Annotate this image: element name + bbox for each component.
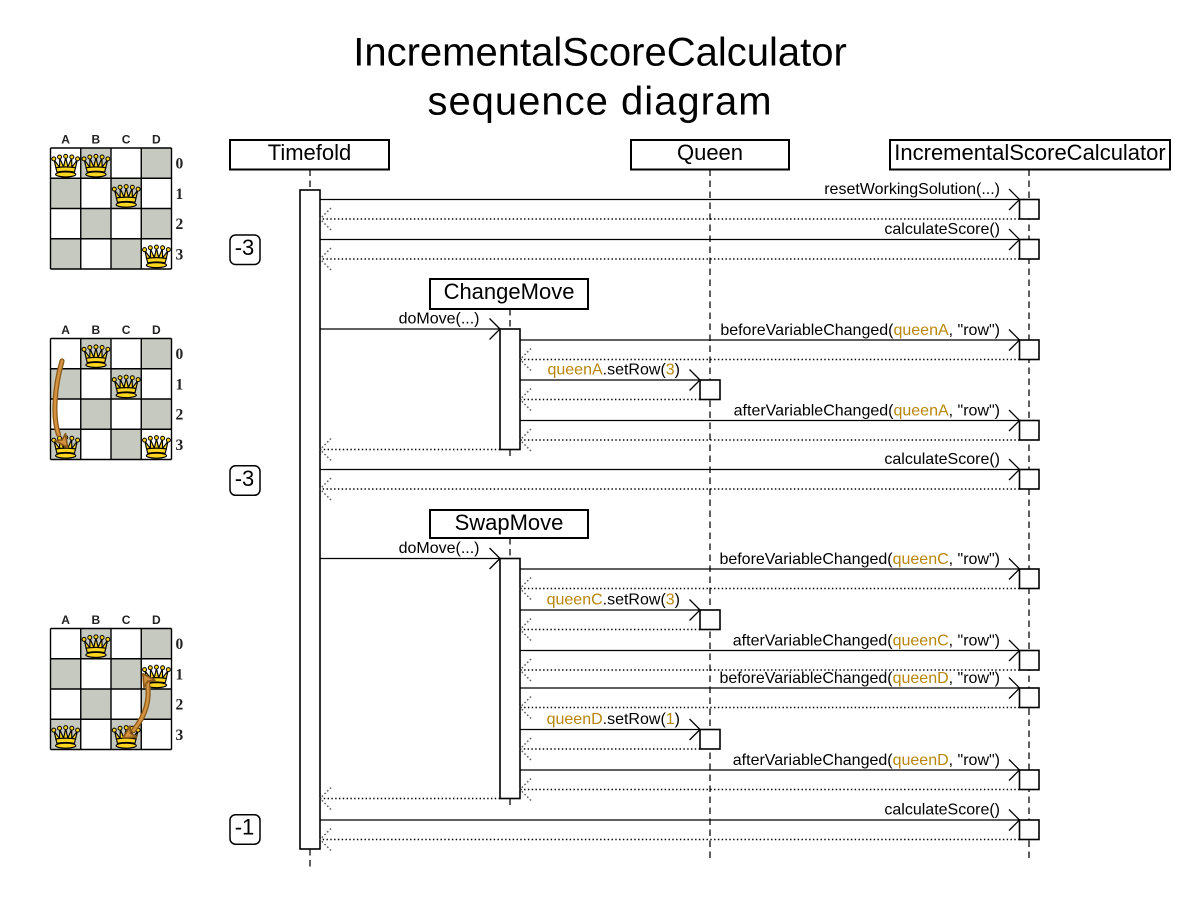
svg-text:resetWorkingSolution(...): resetWorkingSolution(...): [824, 181, 1000, 198]
svg-text:1: 1: [176, 376, 184, 393]
svg-text:D: D: [152, 133, 161, 147]
svg-text:afterVariableChanged(queenD, ": afterVariableChanged(queenD, "row"): [733, 752, 1000, 769]
svg-text:beforeVariableChanged(queenA,: beforeVariableChanged(queenA, "row"): [720, 322, 1000, 339]
svg-text:calculateScore(): calculateScore(): [884, 802, 1000, 819]
svg-text:queenD.setRow(1): queenD.setRow(1): [547, 711, 680, 728]
svg-text:A: A: [61, 323, 70, 337]
svg-text:B: B: [92, 323, 101, 337]
svg-text:B: B: [92, 133, 101, 147]
svg-text:IncrementalScoreCalculator: IncrementalScoreCalculator: [353, 31, 847, 75]
svg-text:C: C: [122, 613, 131, 627]
svg-text:3: 3: [176, 727, 184, 744]
svg-text:Timefold: Timefold: [268, 140, 352, 165]
svg-text:C: C: [122, 133, 131, 147]
svg-text:1: 1: [176, 666, 184, 683]
svg-text:1: 1: [176, 186, 184, 203]
svg-text:A: A: [61, 133, 70, 147]
svg-text:D: D: [152, 323, 161, 337]
svg-text:beforeVariableChanged(queenC,: beforeVariableChanged(queenC, "row"): [719, 551, 1000, 568]
svg-text:queenA.setRow(3): queenA.setRow(3): [547, 362, 680, 379]
svg-text:-3: -3: [235, 466, 255, 491]
svg-text:0: 0: [176, 156, 184, 173]
svg-text:IncrementalScoreCalculator: IncrementalScoreCalculator: [894, 140, 1165, 165]
svg-text:B: B: [92, 613, 101, 627]
svg-text:sequence diagram: sequence diagram: [427, 80, 772, 124]
svg-text:queenC.setRow(3): queenC.setRow(3): [547, 592, 680, 609]
svg-text:afterVariableChanged(queenA, ": afterVariableChanged(queenA, "row"): [734, 403, 1000, 420]
svg-text:beforeVariableChanged(queenD,: beforeVariableChanged(queenD, "row"): [719, 670, 1000, 687]
svg-text:calculateScore(): calculateScore(): [884, 221, 1000, 238]
svg-text:doMove(...): doMove(...): [399, 311, 480, 328]
svg-text:2: 2: [176, 216, 184, 233]
svg-text:3: 3: [176, 437, 184, 454]
svg-text:0: 0: [176, 346, 184, 363]
svg-text:doMove(...): doMove(...): [399, 540, 480, 557]
svg-text:2: 2: [176, 407, 184, 424]
svg-text:0: 0: [176, 636, 184, 653]
svg-text:2: 2: [176, 697, 184, 714]
svg-text:D: D: [152, 613, 161, 627]
svg-text:-3: -3: [235, 235, 255, 260]
svg-text:3: 3: [176, 246, 184, 263]
svg-text:A: A: [61, 613, 70, 627]
svg-text:-1: -1: [235, 815, 255, 840]
svg-text:Queen: Queen: [677, 140, 743, 165]
svg-text:afterVariableChanged(queenC, ": afterVariableChanged(queenC, "row"): [733, 633, 1000, 650]
svg-text:ChangeMove: ChangeMove: [444, 279, 575, 304]
svg-text:calculateScore(): calculateScore(): [884, 451, 1000, 468]
svg-text:SwapMove: SwapMove: [455, 510, 564, 535]
svg-text:C: C: [122, 323, 131, 337]
